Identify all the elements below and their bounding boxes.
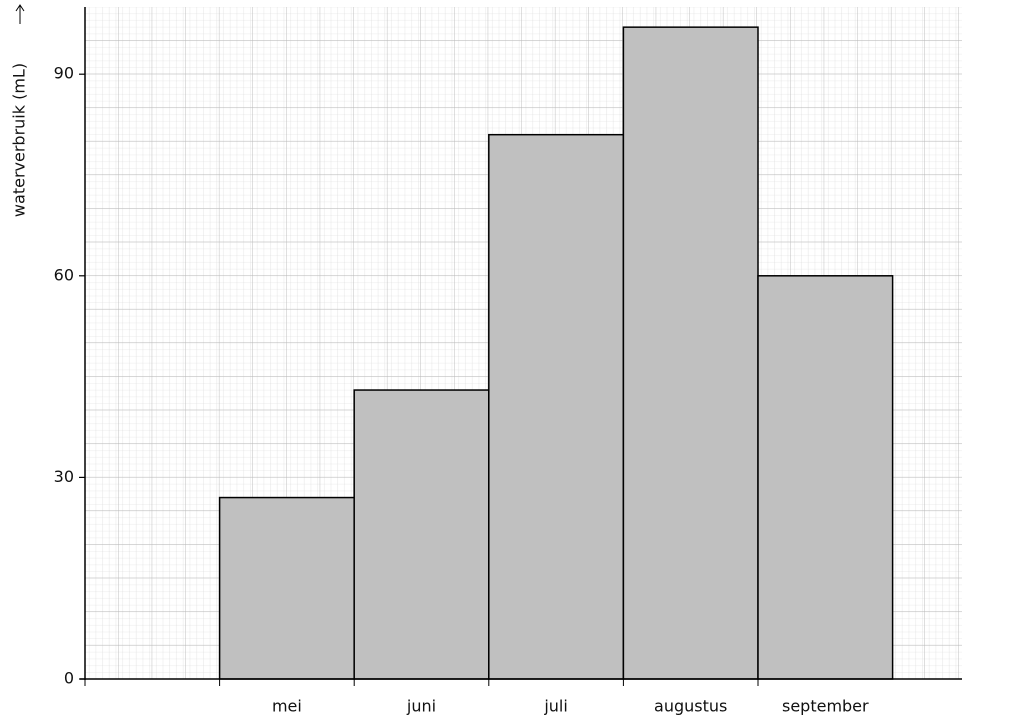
y-tick-label: 60 [54,265,74,284]
x-tick-label: augustus [654,697,727,716]
x-tick-label: juli [543,697,567,716]
bar [353,389,490,680]
x-tick-label: september [782,697,869,716]
y-tick-label: 90 [54,64,74,83]
bar [488,133,625,680]
y-tick-label: 30 [54,467,74,486]
bar [218,496,355,680]
bar [622,26,759,680]
x-tick-label: mei [272,697,302,716]
bar [757,275,894,680]
y-axis-label: waterverbruik (mL) [10,63,29,217]
x-tick-label: juni [406,697,436,716]
y-arrow [15,4,25,24]
y-tick-label: 0 [64,669,74,688]
